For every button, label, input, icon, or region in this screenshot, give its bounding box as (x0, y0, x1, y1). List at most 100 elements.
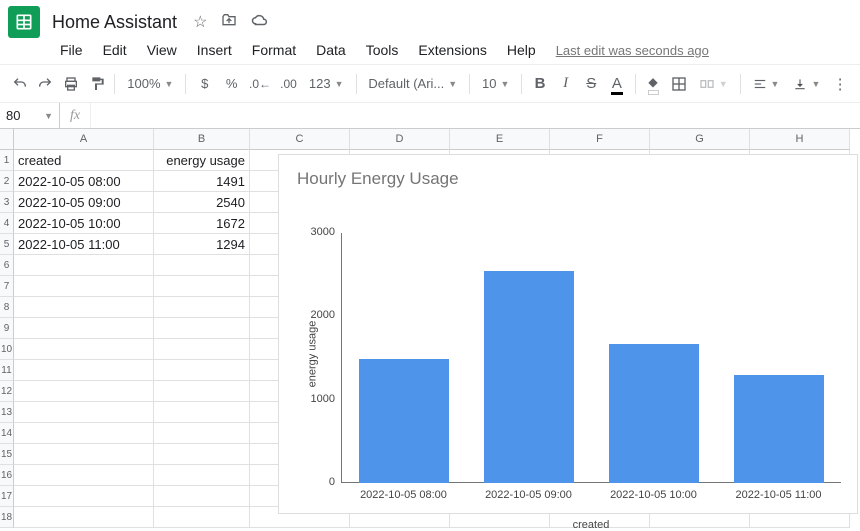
strikethrough-button[interactable]: S (579, 70, 603, 98)
menu-extensions[interactable]: Extensions (408, 38, 496, 62)
undo-icon[interactable] (8, 70, 32, 98)
row-header[interactable]: 3 (0, 192, 14, 213)
h-align-button[interactable]: ▼ (747, 70, 786, 98)
cell[interactable] (14, 507, 154, 528)
cell[interactable] (154, 255, 250, 276)
cell[interactable] (14, 360, 154, 381)
text-color-button[interactable]: A (605, 70, 629, 98)
cell[interactable] (154, 486, 250, 507)
row-header[interactable]: 17 (0, 486, 14, 507)
cell[interactable]: 2022-10-05 09:00 (14, 192, 154, 213)
cell[interactable] (14, 276, 154, 297)
cell[interactable] (154, 360, 250, 381)
bold-button[interactable]: B (528, 70, 552, 98)
v-align-button[interactable]: ▼ (787, 70, 826, 98)
menu-help[interactable]: Help (497, 38, 546, 62)
italic-button[interactable]: I (554, 70, 578, 98)
cell[interactable]: energy usage (154, 150, 250, 171)
borders-button[interactable] (667, 70, 691, 98)
redo-icon[interactable] (34, 70, 58, 98)
currency-icon[interactable]: $ (192, 70, 217, 98)
cloud-icon[interactable] (251, 13, 269, 32)
cell[interactable] (154, 444, 250, 465)
select-all-corner[interactable] (0, 129, 14, 150)
zoom-dropdown[interactable]: 100%▼ (121, 70, 179, 98)
menu-format[interactable]: Format (242, 38, 306, 62)
cell[interactable]: 2022-10-05 08:00 (14, 171, 154, 192)
name-box[interactable]: 80▼ (0, 103, 60, 128)
cell[interactable] (154, 297, 250, 318)
row-header[interactable]: 18 (0, 507, 14, 528)
row-header[interactable]: 10 (0, 339, 14, 360)
menu-file[interactable]: File (50, 38, 93, 62)
col-header[interactable]: E (450, 129, 550, 150)
col-header[interactable]: C (250, 129, 350, 150)
increase-decimal-icon[interactable]: .00 (276, 70, 301, 98)
menu-insert[interactable]: Insert (187, 38, 242, 62)
cell[interactable] (154, 465, 250, 486)
move-icon[interactable] (221, 12, 237, 33)
row-header[interactable]: 5 (0, 234, 14, 255)
cell[interactable] (14, 339, 154, 360)
row-header[interactable]: 15 (0, 444, 14, 465)
row-header[interactable]: 14 (0, 423, 14, 444)
font-dropdown[interactable]: Default (Ari...▼ (362, 70, 463, 98)
star-icon[interactable]: ☆ (193, 12, 207, 32)
row-header[interactable]: 7 (0, 276, 14, 297)
menu-data[interactable]: Data (306, 38, 356, 62)
cell[interactable]: 2022-10-05 11:00 (14, 234, 154, 255)
cell[interactable] (14, 465, 154, 486)
row-header[interactable]: 1 (0, 150, 14, 171)
menu-tools[interactable]: Tools (356, 38, 409, 62)
row-header[interactable]: 16 (0, 465, 14, 486)
menu-view[interactable]: View (137, 38, 187, 62)
cell[interactable] (154, 318, 250, 339)
number-format-dropdown[interactable]: 123▼ (303, 70, 350, 98)
row-header[interactable]: 6 (0, 255, 14, 276)
cell[interactable] (154, 276, 250, 297)
last-edit-link[interactable]: Last edit was seconds ago (556, 43, 709, 58)
cell[interactable] (14, 318, 154, 339)
col-header[interactable]: D (350, 129, 450, 150)
fill-color-button[interactable] (642, 70, 666, 98)
cell[interactable]: 2540 (154, 192, 250, 213)
col-header[interactable]: B (154, 129, 250, 150)
toolbar-more-icon[interactable]: ⋮ (828, 70, 852, 98)
cell[interactable] (154, 402, 250, 423)
merge-button[interactable]: ▼ (693, 70, 734, 98)
row-header[interactable]: 8 (0, 297, 14, 318)
cell[interactable]: 2022-10-05 10:00 (14, 213, 154, 234)
row-header[interactable]: 12 (0, 381, 14, 402)
col-header[interactable]: F (550, 129, 650, 150)
paint-format-icon[interactable] (85, 70, 109, 98)
sheets-logo-icon[interactable] (8, 6, 40, 38)
font-size-dropdown[interactable]: 10▼ (476, 70, 515, 98)
cell[interactable]: created (14, 150, 154, 171)
cell[interactable] (14, 381, 154, 402)
row-header[interactable]: 9 (0, 318, 14, 339)
percent-icon[interactable]: % (219, 70, 244, 98)
doc-title[interactable]: Home Assistant (48, 10, 181, 35)
row-header[interactable]: 2 (0, 171, 14, 192)
col-header[interactable]: H (750, 129, 850, 150)
cell[interactable] (154, 339, 250, 360)
decrease-decimal-icon[interactable]: .0← (246, 70, 274, 98)
cell[interactable] (154, 381, 250, 402)
print-icon[interactable] (59, 70, 83, 98)
energy-chart[interactable]: Hourly Energy Usageenergy usage010002000… (278, 154, 858, 514)
col-header[interactable]: A (14, 129, 154, 150)
cell[interactable] (14, 486, 154, 507)
cell[interactable] (154, 507, 250, 528)
cell[interactable] (14, 402, 154, 423)
row-header[interactable]: 11 (0, 360, 14, 381)
formula-input[interactable] (91, 103, 860, 128)
row-header[interactable]: 13 (0, 402, 14, 423)
cell[interactable] (14, 423, 154, 444)
col-header[interactable]: G (650, 129, 750, 150)
cell[interactable] (14, 297, 154, 318)
cell[interactable] (14, 444, 154, 465)
cell[interactable]: 1672 (154, 213, 250, 234)
menu-edit[interactable]: Edit (93, 38, 137, 62)
cell[interactable]: 1294 (154, 234, 250, 255)
cell[interactable] (154, 423, 250, 444)
